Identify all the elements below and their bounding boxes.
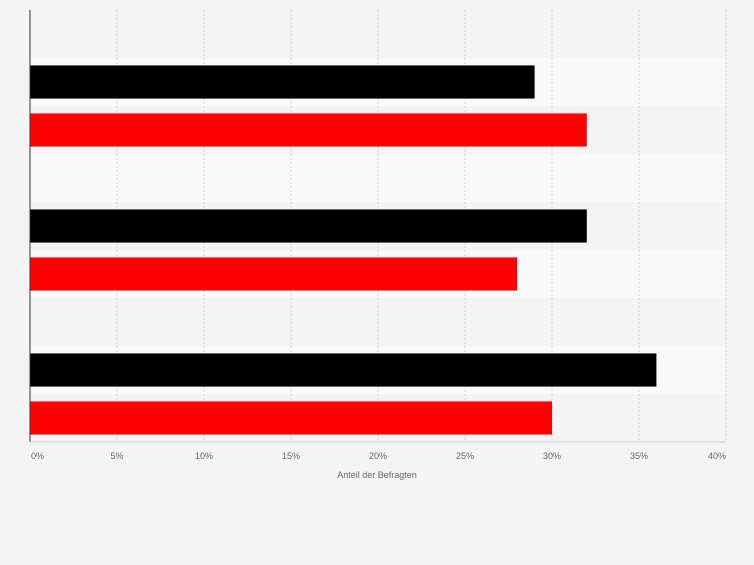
- x-tick-label: 15%: [282, 451, 300, 461]
- x-tick-label: 20%: [369, 451, 387, 461]
- x-tick-label: 35%: [630, 451, 648, 461]
- bar: [30, 209, 587, 243]
- x-tick-label: 0%: [31, 451, 44, 461]
- bars: [30, 65, 657, 435]
- x-axis-label: Anteil der Befragten: [337, 470, 417, 480]
- x-tick-labels: 0% 5% 10% 15% 20% 25% 30% 35% 40%: [31, 451, 726, 461]
- x-tick-label: 25%: [456, 451, 474, 461]
- x-tick-label: 40%: [708, 451, 726, 461]
- bar: [30, 353, 657, 387]
- bar: [30, 113, 587, 147]
- x-tick-label: 30%: [543, 451, 561, 461]
- x-tick-label: 10%: [195, 451, 213, 461]
- bar: [30, 257, 518, 291]
- axes: [29, 10, 726, 443]
- bar: [30, 401, 552, 435]
- x-tick-label: 5%: [110, 451, 123, 461]
- bar: [30, 65, 535, 99]
